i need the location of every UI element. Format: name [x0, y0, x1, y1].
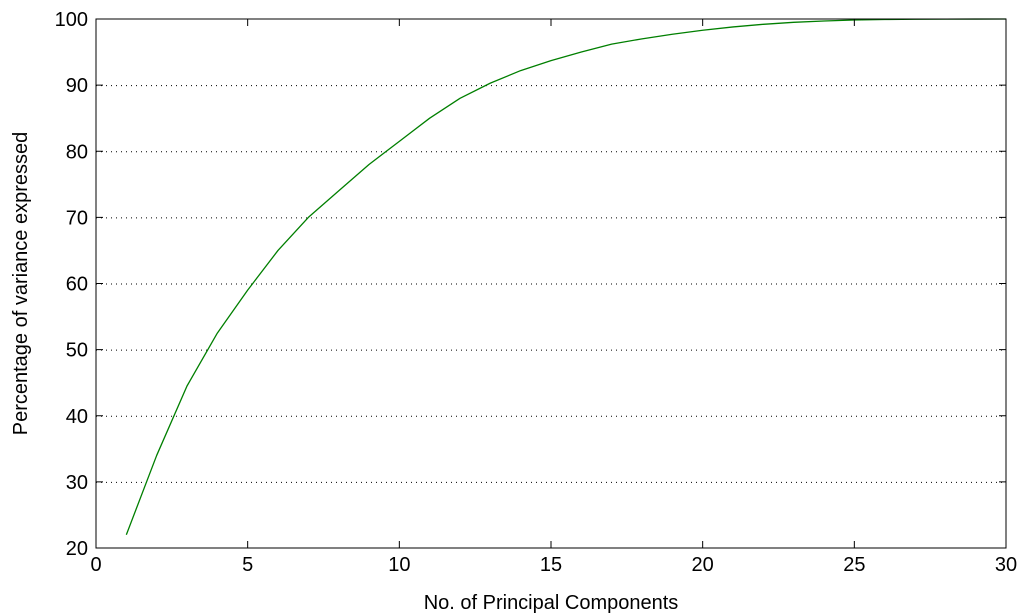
- y-tick-label: 90: [66, 75, 88, 97]
- y-tick-label: 60: [66, 274, 88, 296]
- y-tick-label: 20: [66, 538, 88, 560]
- y-tick-label: 40: [66, 406, 88, 428]
- x-tick-label: 15: [540, 554, 562, 576]
- series-line: [125, 18, 1007, 536]
- x-tick-label: 0: [90, 554, 101, 576]
- x-tick-label: 30: [995, 554, 1017, 576]
- y-tick-label: 80: [66, 141, 88, 163]
- x-tick-label: 5: [242, 554, 253, 576]
- x-tick-label: 25: [843, 554, 865, 576]
- x-axis-label: No. of Principal Components: [424, 592, 679, 614]
- x-tick-label: 10: [388, 554, 410, 576]
- gridlines: [96, 85, 1006, 483]
- y-tick-label: 70: [66, 207, 88, 229]
- y-tick-label: 50: [66, 340, 88, 362]
- y-axis-label: Percentage of variance expressed: [10, 132, 32, 436]
- y-tick-label: 30: [66, 472, 88, 494]
- series-group: [125, 18, 1007, 536]
- axis-ticks: 0 5 10 15 20 25 30 20 30 40 50 60 70 80 90 100: [55, 9, 1018, 576]
- y-tick-label: 100: [55, 9, 88, 31]
- x-tick-label: 20: [692, 554, 714, 576]
